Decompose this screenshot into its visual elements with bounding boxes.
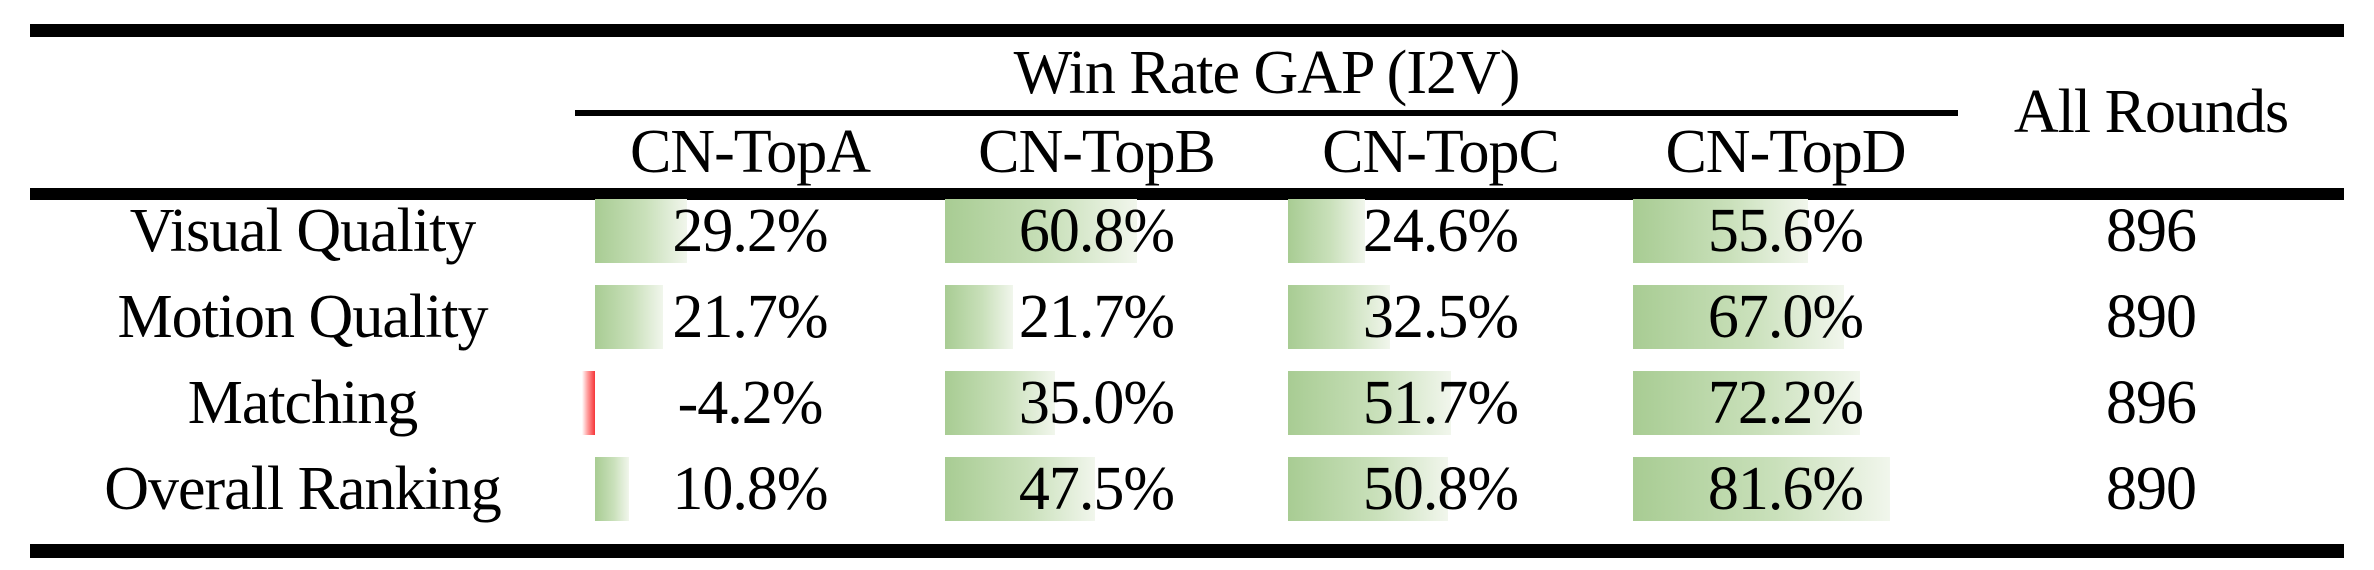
- value-text: 50.8%: [1362, 454, 1519, 523]
- data-bar: [1288, 371, 1451, 435]
- value-text: 21.7%: [1018, 282, 1175, 351]
- value-cell: 72.2%: [1613, 360, 1958, 446]
- data-bar: [1633, 457, 1891, 521]
- all-rounds-cell: 890: [2106, 454, 2197, 523]
- data-bar: [1288, 199, 1366, 263]
- data-bar: [595, 199, 687, 263]
- value-cell: 55.6%: [1613, 188, 1958, 274]
- value-text: 67.0%: [1707, 282, 1864, 351]
- row-label-visual-quality: Visual Quality: [129, 196, 477, 265]
- all-rounds-cell: 896: [2106, 196, 2197, 265]
- value-cell: 32.5%: [1268, 274, 1613, 360]
- table-grid: Win Rate GAP (I2V) All Rounds CN-TopA CN…: [30, 37, 2344, 532]
- value-text: 32.5%: [1362, 282, 1519, 351]
- value-cell: -4.2%: [575, 360, 925, 446]
- value-text: -4.2%: [677, 368, 824, 437]
- value-text: 21.7%: [672, 282, 828, 351]
- row-label-overall-ranking: Overall Ranking: [104, 454, 502, 523]
- row-label-motion-quality: Motion Quality: [117, 282, 488, 351]
- column-header-cn-topc: CN-TopC: [1322, 117, 1560, 186]
- value-text: 35.0%: [1018, 368, 1175, 437]
- value-cell: 50.8%: [1268, 446, 1613, 532]
- value-text: 81.6%: [1707, 454, 1864, 523]
- data-bar: [1633, 371, 1861, 435]
- data-bar: [1633, 285, 1845, 349]
- data-bar: [581, 371, 595, 435]
- table-bottom-rule: [30, 544, 2344, 558]
- value-text: 51.7%: [1362, 368, 1519, 437]
- data-bar: [1288, 285, 1391, 349]
- all-rounds-cell: 896: [2106, 368, 2197, 437]
- value-text: 72.2%: [1707, 368, 1864, 437]
- data-bar: [595, 285, 664, 349]
- value-cell: 35.0%: [925, 360, 1268, 446]
- value-cell: 60.8%: [925, 188, 1268, 274]
- value-cell: 67.0%: [1613, 274, 1958, 360]
- all-rounds-cell: 890: [2106, 282, 2197, 351]
- value-cell: 81.6%: [1613, 446, 1958, 532]
- value-cell: 51.7%: [1268, 360, 1613, 446]
- column-header-all-rounds: All Rounds: [2013, 78, 2289, 146]
- value-text: 47.5%: [1018, 454, 1175, 523]
- column-header-cn-topd: CN-TopD: [1665, 117, 1906, 186]
- value-cell: 24.6%: [1268, 188, 1613, 274]
- value-text: 29.2%: [672, 196, 828, 265]
- value-cell: 10.8%: [575, 446, 925, 532]
- data-bar: [595, 457, 630, 521]
- data-bar: [1633, 199, 1809, 263]
- value-cell: 21.7%: [925, 274, 1268, 360]
- row-label-matching: Matching: [187, 368, 419, 437]
- value-text: 24.6%: [1362, 196, 1519, 265]
- data-bar: [945, 199, 1137, 263]
- table-top-rule: [30, 24, 2344, 37]
- value-text: 10.8%: [672, 454, 828, 523]
- data-bar: [945, 457, 1095, 521]
- column-header-cn-topb: CN-TopB: [978, 117, 1216, 186]
- value-cell: 47.5%: [925, 446, 1268, 532]
- value-text: 55.6%: [1707, 196, 1864, 265]
- data-bar: [1288, 457, 1449, 521]
- value-cell: 29.2%: [575, 188, 925, 274]
- group-header-win-rate-gap: Win Rate GAP (I2V): [575, 37, 1958, 116]
- value-text: 60.8%: [1018, 196, 1175, 265]
- data-bar: [945, 285, 1014, 349]
- column-header-cn-topa: CN-TopA: [629, 117, 871, 186]
- value-cell: 21.7%: [575, 274, 925, 360]
- table-header-rule: [30, 188, 2344, 200]
- data-bar: [945, 371, 1056, 435]
